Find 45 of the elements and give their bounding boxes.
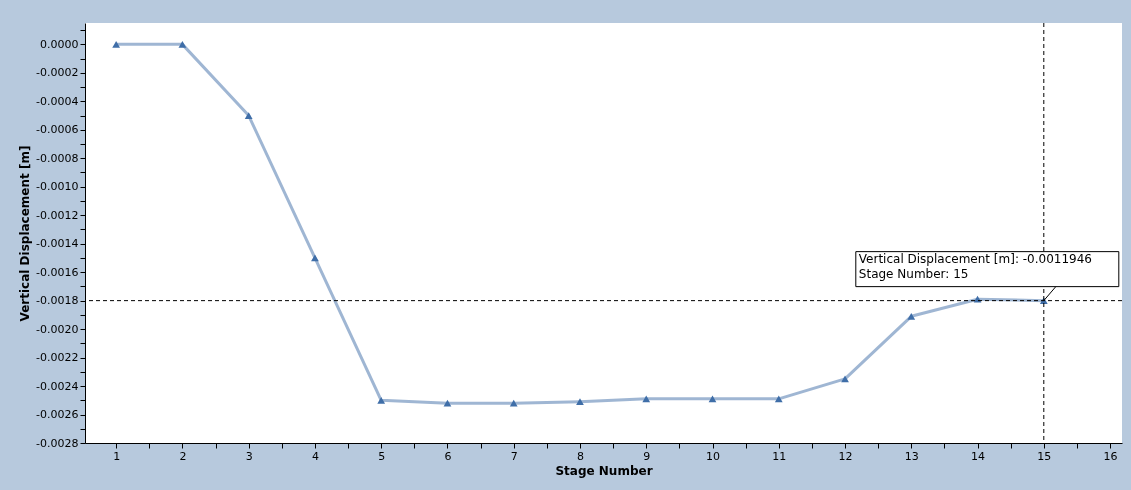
x-tick-label: 3: [245, 449, 253, 463]
x-tick-label: 8: [576, 449, 584, 463]
y-tick-label: -0.0014: [36, 237, 79, 251]
point: [244, 112, 253, 119]
y-tick-label: -0.0022: [36, 351, 79, 365]
y-tick-label: -0.0020: [36, 322, 79, 336]
x-tick-label: 11: [772, 449, 787, 463]
y-tick-label: -0.0024: [36, 379, 79, 393]
point: [178, 41, 187, 48]
x-tick-label: 5: [378, 449, 386, 463]
x-axis-title: Stage Number: [555, 463, 653, 478]
x-tick-label: 4: [311, 449, 319, 463]
x-tick-label: 10: [706, 449, 720, 463]
point: [112, 41, 121, 48]
y-tick-label: 0.0000: [40, 37, 79, 51]
y-tick-label: -0.0010: [36, 180, 79, 194]
point: [642, 395, 651, 403]
y-tick-label: -0.0008: [36, 151, 79, 165]
point: [774, 395, 783, 403]
annotation: Vertical Displacement [m]: -0.0011946 Stage Number: 15: [858, 251, 1092, 281]
y-tick-label: -0.0012: [36, 208, 79, 222]
point: [708, 395, 717, 403]
y-tick-label: -0.0006: [36, 123, 79, 137]
point: [907, 312, 916, 320]
x-tick-label: 7: [510, 449, 518, 463]
y-axis-title: Vertical Displacement [m]: [18, 145, 33, 322]
point: [377, 396, 386, 404]
y-tick-label: -0.0028: [36, 436, 79, 450]
y-tick-label: -0.0018: [36, 294, 79, 308]
y-tick-label: -0.0002: [36, 66, 79, 80]
point: [576, 398, 584, 406]
x-tick-label: 13: [904, 449, 919, 463]
x-tick-label: 14: [971, 449, 986, 463]
point: [841, 375, 849, 383]
y-tick-label: -0.0004: [36, 94, 79, 108]
x-tick-label: 2: [179, 449, 187, 463]
y-tick-label: -0.0016: [36, 265, 79, 279]
x-tick-label: 9: [643, 449, 651, 463]
x-tick-label: 15: [1037, 449, 1052, 463]
x-tick-label: 6: [444, 449, 452, 463]
x-tick-label: 1: [113, 449, 121, 463]
x-tick-label: 16: [1103, 449, 1118, 463]
point: [311, 254, 319, 262]
x-tick-label: 12: [838, 449, 853, 463]
y-tick-label: -0.0026: [36, 408, 79, 422]
